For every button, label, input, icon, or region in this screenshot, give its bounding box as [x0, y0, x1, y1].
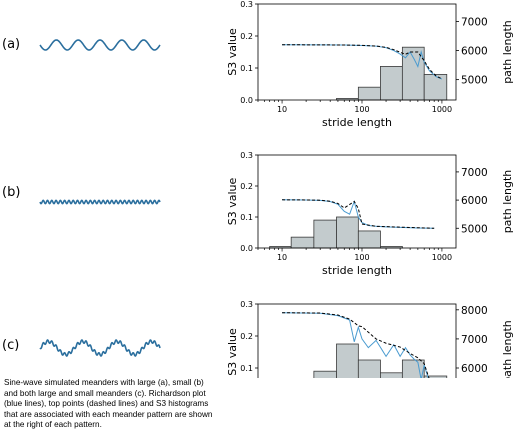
y2-tick-label: 8000: [461, 305, 488, 317]
histogram-bar: [423, 74, 448, 101]
richardson-line: [282, 312, 429, 378]
meander-pattern: [39, 39, 161, 51]
histogram-bar: [313, 370, 337, 378]
panel-label: (c): [2, 338, 19, 353]
axes-frame: [257, 154, 457, 249]
caption-line: Sine-wave simulated meanders with large …: [4, 378, 204, 387]
top-points-line: [282, 44, 443, 80]
x-tick-label: 1000: [432, 253, 452, 262]
caption-line: that are associated with each meander pa…: [4, 409, 213, 419]
y2-tick-label: 6000: [461, 195, 488, 207]
y2-tick-label: 5000: [461, 223, 488, 235]
y-tick-label: 0.3: [240, 300, 253, 309]
caption-line: at the right of each pattern.: [4, 420, 102, 430]
richardson-line: [282, 44, 443, 80]
y-axis-label: S3 value: [226, 328, 239, 376]
caption-line: and both large and small meanders (c). R…: [4, 388, 206, 398]
x-tick-label: 100: [354, 105, 369, 114]
histogram-bar: [357, 359, 381, 378]
x-tick-label: 10: [277, 105, 287, 114]
meander-pattern: [39, 199, 161, 205]
histogram-bar: [313, 219, 337, 249]
y2-tick-label: 7000: [461, 334, 488, 346]
axes-frame: [257, 3, 457, 101]
y-axis-label: S3 value: [226, 28, 239, 76]
y-tick-label: 0.1: [240, 364, 253, 373]
y-axis-label: S3 value: [226, 178, 239, 226]
x-tick-label: 10: [277, 253, 287, 262]
y2-tick-label: 5000: [461, 75, 488, 87]
y-tick-label: 0.3: [240, 0, 253, 9]
histogram-bar: [380, 372, 403, 378]
histogram-bar: [336, 216, 359, 249]
y-tick-label: 0.2: [240, 32, 253, 41]
histogram-bar: [423, 375, 448, 378]
y-tick-label: 0.0: [240, 96, 253, 105]
x-tick-label: 1000: [432, 105, 452, 114]
y-tick-label: 0.1: [240, 213, 253, 222]
figure: (a) 0.0 0.1 0.2 0.3 5000 6000 7000 10 100 1000 stri…: [2, 0, 514, 378]
y-tick-label: 0.2: [240, 332, 253, 341]
caption-line: (blue lines), top points (dashed lines) …: [4, 399, 209, 409]
histogram-bar: [336, 343, 359, 378]
y-tick-label: 0.0: [240, 244, 253, 253]
y2-axis-label: path length: [501, 170, 514, 234]
histogram-bar: [290, 236, 315, 249]
histogram-bar: [401, 359, 425, 378]
panel-label: (b): [2, 185, 20, 200]
y2-tick-label: 6000: [461, 363, 488, 375]
top-points-line: [282, 199, 435, 229]
y2-tick-label: 6000: [461, 46, 488, 58]
histogram-bar: [357, 230, 381, 249]
top-points-line: [282, 312, 430, 378]
y-tick-label: 0.3: [240, 151, 253, 160]
histogram-bar: [380, 66, 403, 101]
figure-caption: Sine-wave simulated meanders with large …: [4, 378, 236, 431]
axes-frame: [257, 303, 457, 378]
panel-label: (a): [2, 37, 20, 52]
y2-tick-label: 7000: [461, 167, 488, 179]
y-tick-label: 0.2: [240, 182, 253, 191]
histogram-bar: [357, 86, 381, 101]
y2-axis-label: path length: [501, 20, 514, 84]
x-axis-label: stride length: [322, 116, 392, 129]
meander-pattern: [39, 339, 161, 357]
y2-axis-label: path length: [501, 320, 514, 378]
x-axis-label: stride length: [322, 264, 392, 277]
y2-tick-label: 7000: [461, 16, 488, 28]
x-tick-label: 100: [354, 253, 369, 262]
y-tick-label: 0.1: [240, 64, 253, 73]
